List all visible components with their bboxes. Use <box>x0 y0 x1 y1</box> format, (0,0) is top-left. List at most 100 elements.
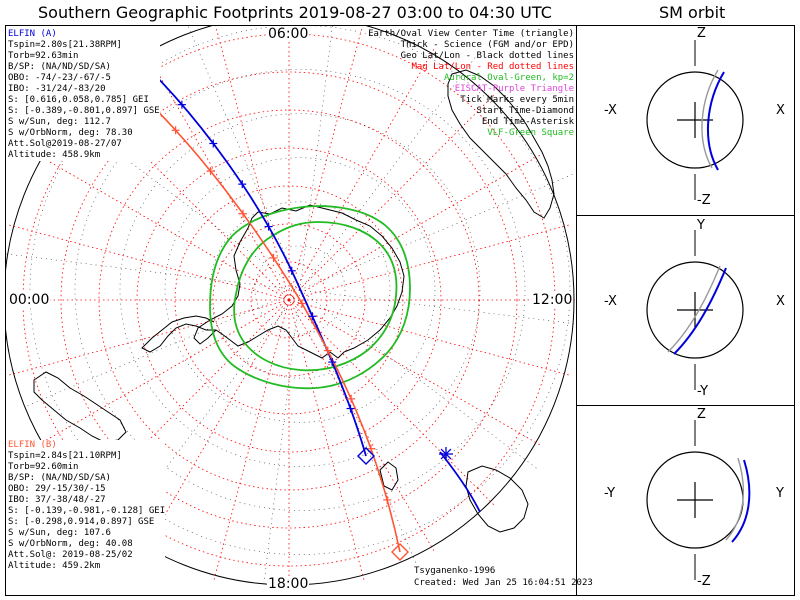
orbit3-left-label: -Y <box>604 486 616 501</box>
elfin-b-line: S w/Sun, deg: 107.6 <box>8 528 111 538</box>
mag-lat-circle <box>212 223 366 377</box>
elfin-b-info: ELFIN (B) Tspin=2.84s[21.10RPM] Torb=92.… <box>8 440 166 572</box>
africa-coast <box>447 69 555 219</box>
legend-item: Mag Lat/Lon - Red dotted lines <box>411 62 574 72</box>
elfin-a-line: B/SP: (NA/ND/SD/SA) <box>8 62 111 72</box>
elfin-b-line: S w/OrbNorm, deg: 40.08 <box>8 539 133 549</box>
nz-coast <box>379 461 399 491</box>
south-america-coast <box>33 371 127 443</box>
elfin-a-info: ELFIN (A) Tspin=2.80s[21.38RPM] Torb=92.… <box>8 29 160 161</box>
mag-lon-line <box>288 48 435 301</box>
mag-lon-line <box>288 154 541 301</box>
geo-lon-line <box>299 26 333 291</box>
elfin-a-line: S: [0.616,0.058,0.785] GEI <box>8 95 149 105</box>
geo-lat-circle <box>164 157 436 423</box>
auroral-oval-inner <box>233 221 398 372</box>
orbit-trace-b <box>701 69 719 169</box>
elfin-b-line: Torb=92.60min <box>8 462 79 472</box>
elfin-a-line: Altitude: 458.9km <box>8 150 101 160</box>
orbit-trace-b <box>667 265 721 353</box>
antarctica-coast <box>193 204 405 359</box>
hour-label-left: 00:00 <box>8 292 51 308</box>
geo-lat-circle <box>209 201 391 379</box>
mag-lon-line <box>288 94 495 301</box>
mag-lon-line <box>143 48 290 301</box>
footer-created: Created: Wed Jan 25 16:04:51 2023 <box>414 578 593 588</box>
geo-lon-line <box>23 289 301 408</box>
auroral-oval-outer <box>209 205 411 390</box>
orbit1-bottom-label: -Z <box>697 193 711 208</box>
geo-lon-line <box>263 289 301 588</box>
legend-item: VLF-Green Square <box>487 128 574 138</box>
mag-lon-line <box>213 299 290 581</box>
mag-lon-line <box>288 299 365 581</box>
elfin-a-line: OBO: -74/-23/-67/-5 <box>8 73 111 83</box>
legend-item: Tick Marks every 5min <box>460 95 574 105</box>
mag-lon-line <box>8 224 290 301</box>
orbit2-top-label: Y <box>697 218 705 233</box>
legend-item: Start Time-Diamond <box>476 106 574 116</box>
orbit3-right-label: Y <box>776 486 784 501</box>
geo-lon-line <box>60 109 301 291</box>
hour-label-bottom: 18:00 <box>267 576 310 592</box>
elfin-a-end-asterisk-2 <box>440 448 452 460</box>
australia-coast <box>465 465 529 533</box>
geo-lat-circle <box>119 113 481 467</box>
orbit-trace-a <box>731 459 751 543</box>
hour-label-top: 06:00 <box>267 26 310 42</box>
elfin-a-line: Tspin=2.80s[21.38RPM] <box>8 40 122 50</box>
elfin-b-line: IBO: 37/-38/48/-27 <box>8 495 106 505</box>
geo-lon-line <box>299 289 540 471</box>
elfin-a-line: S w/OrbNorm, deg: 78.30 <box>8 128 133 138</box>
mag-lon-line <box>215 26 290 301</box>
mag-lon-line <box>83 299 290 506</box>
geo-lon-line <box>299 289 576 325</box>
orbit-earth-circle <box>646 71 744 169</box>
legend-item: Thick - Science (FGM and/or EPD) <box>400 40 574 50</box>
mag-lat-circle <box>250 261 328 339</box>
elfin-b-line: Att.Sol@: 2019-08-25/02 <box>8 550 133 560</box>
elfin-b-line: B/SP: (NA/ND/SD/SA) <box>8 473 111 483</box>
geo-lat-circle <box>254 245 346 335</box>
mag-lon-line <box>288 224 570 301</box>
mag-lon-line <box>143 299 290 552</box>
orbit2-left-label: -X <box>604 294 617 309</box>
mag-lon-line <box>8 299 290 376</box>
elfin-a-line: S w/Sun, deg: 112.7 <box>8 117 111 127</box>
elfin-b-track <box>137 91 401 553</box>
orbit-earth-circle <box>646 261 744 359</box>
elfin-b-line: S: [-0.139,-0.981,-0.128] GEI <box>8 506 166 516</box>
mag-lon-line <box>288 299 570 376</box>
elfin-a-line: Att.Sol@2019-08-27/07 <box>8 139 122 149</box>
orbit-title: SM orbit <box>659 3 726 22</box>
elfin-a-line: Torb=92.63min <box>8 51 79 61</box>
geo-lon-line <box>299 172 576 291</box>
elfin-a-line: S: [-0.389,-0.801,0.897] GSE <box>8 106 160 116</box>
elfin-a-start-diamond <box>357 447 375 465</box>
hour-label-right: 12:00 <box>531 292 574 308</box>
elfin-b-line: S: [-0.298,0.914,0.897] GSE <box>8 517 155 527</box>
footer-model: Tsyganenko-1996 <box>414 566 496 576</box>
mag-lon-line <box>37 299 290 446</box>
map-title: Southern Geographic Footprints 2019-08-2… <box>38 3 552 22</box>
mag-lat-circle <box>60 71 518 529</box>
orbit1-left-label: -X <box>604 103 617 118</box>
orbit-panels <box>646 40 751 580</box>
orbit1-top-label: Z <box>697 26 706 41</box>
peninsula-coast <box>141 315 216 353</box>
orbit2-bottom-label: -Y <box>697 384 709 399</box>
elfin-a-line: IBO: -31/24/-83/20 <box>8 84 106 94</box>
legend-item: Earth/Oval View Center Time (triangle) <box>368 29 574 39</box>
mag-lon-line <box>288 299 541 446</box>
orbit3-top-label: Z <box>697 407 706 422</box>
legend-item: End Time-Asterisk <box>481 117 574 127</box>
legend-item: Geo Lat/Lon - Black dotted lines <box>400 51 574 61</box>
elfin-b-line: Altitude: 459.2km <box>8 561 101 571</box>
mag-lon-line <box>83 94 290 301</box>
legend-item: EISCAT-Purple Triangle <box>454 84 574 94</box>
orbit2-right-label: X <box>776 294 785 309</box>
geo-lon-line <box>187 26 301 291</box>
orbit-frame <box>576 25 795 596</box>
legend-item: Auroral Oval-Green, kp=2 <box>443 73 574 83</box>
elfin-b-line: Tspin=2.84s[21.10RPM] <box>8 451 122 461</box>
